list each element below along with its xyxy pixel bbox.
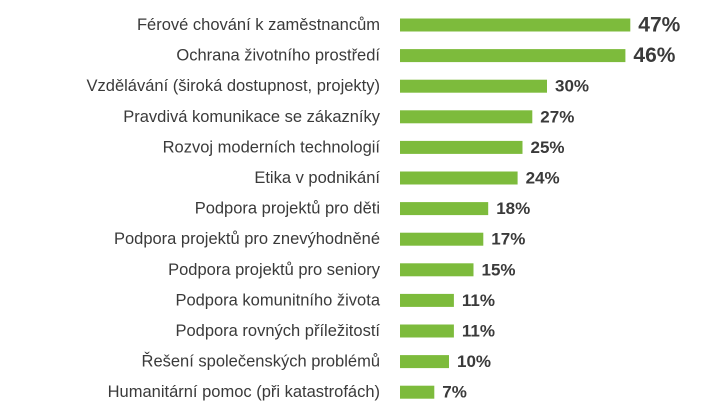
value-label: 15% (482, 260, 516, 279)
category-label: Podpora rovných příležitostí (175, 322, 380, 340)
bar (400, 324, 454, 338)
value-label: 46% (633, 44, 675, 67)
category-label: Ochrana životního prostředí (176, 47, 380, 65)
category-label: Pravdivá komunikace se zákazníky (123, 108, 381, 126)
value-label: 30% (555, 77, 589, 96)
value-label: 18% (496, 199, 530, 218)
category-label: Podpora komunitního života (175, 291, 380, 309)
bar (400, 171, 518, 185)
value-label: 10% (457, 352, 491, 371)
value-label: 7% (442, 383, 467, 402)
bar (400, 79, 547, 93)
bar (400, 18, 631, 32)
value-label: 11% (462, 322, 495, 341)
bar (400, 355, 449, 369)
category-label: Podpora projektů pro seniory (168, 261, 381, 279)
bar (400, 293, 454, 307)
category-label: Etika v podnikání (254, 169, 380, 187)
category-label: Vzdělávání (široká dostupnost, projekty) (87, 77, 380, 95)
category-label: Podpora projektů pro děti (195, 200, 380, 218)
value-label: 17% (491, 230, 525, 249)
bar (400, 140, 523, 154)
bar (400, 263, 474, 277)
category-label: Řešení společenských problémů (142, 352, 380, 371)
bar (400, 202, 489, 216)
bar (400, 232, 484, 246)
category-label: Férové chování k zaměstnancům (137, 16, 380, 34)
bar (400, 110, 533, 124)
value-label: 11% (462, 291, 495, 310)
bar (400, 385, 435, 399)
bar (400, 49, 626, 63)
value-label: 27% (540, 107, 574, 126)
category-label: Podpora projektů pro znevýhodněné (114, 230, 380, 248)
value-label: 47% (638, 14, 680, 37)
value-label: 24% (526, 169, 560, 188)
category-label: Humanitární pomoc (při katastrofách) (108, 383, 380, 401)
value-label: 25% (531, 138, 565, 157)
category-label: Rozvoj moderních technologií (163, 138, 381, 156)
